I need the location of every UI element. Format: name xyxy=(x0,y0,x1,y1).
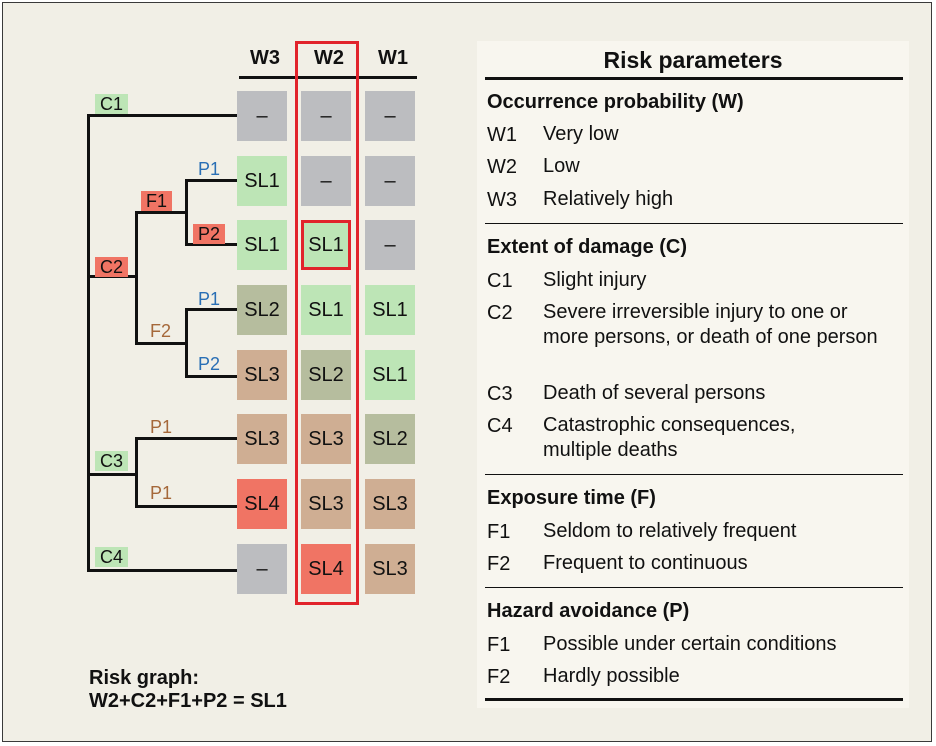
item-desc: Catastrophic consequences, multiple deat… xyxy=(543,414,796,461)
cell-r3-w3: SL2 xyxy=(237,285,287,335)
cell-r1-w3: SL1 xyxy=(237,156,287,206)
item-desc: Seldom to relatively frequent xyxy=(543,520,797,542)
branch-c4-line xyxy=(87,569,237,572)
item-code: C1 xyxy=(487,270,513,292)
cell-r7-w1: SL3 xyxy=(365,544,415,594)
cell-r0-w3: – xyxy=(237,91,287,141)
branch-f2-p2-line xyxy=(185,375,237,378)
item-desc: Very low xyxy=(543,123,619,145)
item-code: C2 xyxy=(487,302,513,324)
branch-c2-split xyxy=(135,211,138,344)
label-c2: C2 xyxy=(95,257,129,277)
branch-c3-p1-line xyxy=(135,437,237,440)
branch-c3-p1b-line xyxy=(135,505,237,508)
item-code: C3 xyxy=(487,383,513,405)
cell-r6-w2: SL3 xyxy=(301,479,351,529)
branch-f2-line xyxy=(135,342,187,345)
cell-r6-w3: SL4 xyxy=(237,479,287,529)
item-desc: Low xyxy=(543,155,580,177)
branch-c1-line xyxy=(87,114,237,117)
section-divider xyxy=(485,587,903,588)
selected-column-highlight xyxy=(295,41,359,605)
cell-r6-w1: SL3 xyxy=(365,479,415,529)
branch-f1-p2-line xyxy=(185,243,237,246)
cell-r0-w1: – xyxy=(365,91,415,141)
item-desc: Death of several persons xyxy=(543,382,766,404)
section-heading-w: Occurrence probability (W) xyxy=(487,91,744,113)
cell-r2-w1: – xyxy=(365,220,415,270)
label-c3-p1: P1 xyxy=(150,417,173,437)
cell-r1-w1: – xyxy=(365,156,415,206)
cell-r2-w3: SL1 xyxy=(237,220,287,270)
item-code: F1 xyxy=(487,521,511,543)
item-code: F2 xyxy=(487,553,511,575)
item-desc: Possible under certain conditions xyxy=(543,633,837,655)
section-heading-f: Exposure time (F) xyxy=(487,487,656,509)
label-c1: C1 xyxy=(95,94,129,114)
cell-r0-w2: – xyxy=(301,91,351,141)
label-f2-p1: P1 xyxy=(198,289,221,309)
cell-r3-w2: SL1 xyxy=(301,285,351,335)
label-c3: C3 xyxy=(95,451,129,471)
section-heading-p: Hazard avoidance (P) xyxy=(487,600,690,622)
panel-bottom-rule xyxy=(485,698,903,701)
label-f2: F2 xyxy=(150,321,172,341)
item-desc: Relatively high xyxy=(543,188,674,210)
branch-f2-p1-line xyxy=(185,308,237,311)
item-desc: Hardly possible xyxy=(543,665,680,687)
branch-f1-line xyxy=(135,211,187,214)
branch-c3-split xyxy=(135,437,138,508)
cell-r7-w2: SL4 xyxy=(301,544,351,594)
item-code: W2 xyxy=(487,156,517,178)
cell-r4-w2: SL2 xyxy=(301,350,351,400)
cell-r4-w3: SL3 xyxy=(237,350,287,400)
section-divider xyxy=(485,223,903,224)
cell-r5-w3: SL3 xyxy=(237,414,287,464)
column-header-w2: W2 xyxy=(314,47,344,69)
label-f2-p2: P2 xyxy=(198,354,221,374)
item-code: W3 xyxy=(487,189,517,211)
cell-r5-w2: SL3 xyxy=(301,414,351,464)
cell-r3-w1: SL1 xyxy=(365,285,415,335)
item-desc: Slight injury xyxy=(543,269,647,291)
cell-r2-w2-selected: SL1 xyxy=(301,220,351,270)
cell-r7-w3: – xyxy=(237,544,287,594)
cell-r5-w1: SL2 xyxy=(365,414,415,464)
item-code: C4 xyxy=(487,415,513,437)
section-divider xyxy=(485,474,903,475)
column-header-w1: W1 xyxy=(378,47,408,69)
branch-f2-split xyxy=(185,308,188,378)
label-f1-p1: P1 xyxy=(198,159,221,179)
label-c4: C4 xyxy=(95,547,129,567)
item-code: F1 xyxy=(487,634,511,656)
label-f1: F1 xyxy=(141,191,173,211)
risk-graph-formula: W2+C2+F1+P2 = SL1 xyxy=(89,690,287,712)
branch-c3-line xyxy=(87,473,137,476)
item-code: F2 xyxy=(487,666,511,688)
cell-r4-w1: SL1 xyxy=(365,350,415,400)
column-header-w3: W3 xyxy=(250,47,280,69)
item-desc: Severe irreversible injury to one or mor… xyxy=(543,301,878,348)
tree-trunk xyxy=(87,114,90,572)
risk-graph-title: Risk graph: xyxy=(89,667,200,689)
header-rule xyxy=(239,76,417,79)
label-f1-p2: P2 xyxy=(193,224,226,244)
panel-title: Risk parameters xyxy=(603,47,783,73)
section-heading-c: Extent of damage (C) xyxy=(487,236,688,258)
branch-f1-split xyxy=(185,179,188,245)
label-c3-p1b: P1 xyxy=(150,483,173,503)
branch-f1-p1-line xyxy=(185,179,237,182)
risk-graph-caption: Risk graph: W2+C2+F1+P2 = SL1 xyxy=(89,667,287,713)
item-code: W1 xyxy=(487,124,517,146)
panel-title-rule xyxy=(485,77,903,80)
item-desc: Frequent to continuous xyxy=(543,552,748,574)
cell-r1-w2: – xyxy=(301,156,351,206)
risk-parameters-panel: Risk parameters Occurrence probability (… xyxy=(477,41,909,708)
